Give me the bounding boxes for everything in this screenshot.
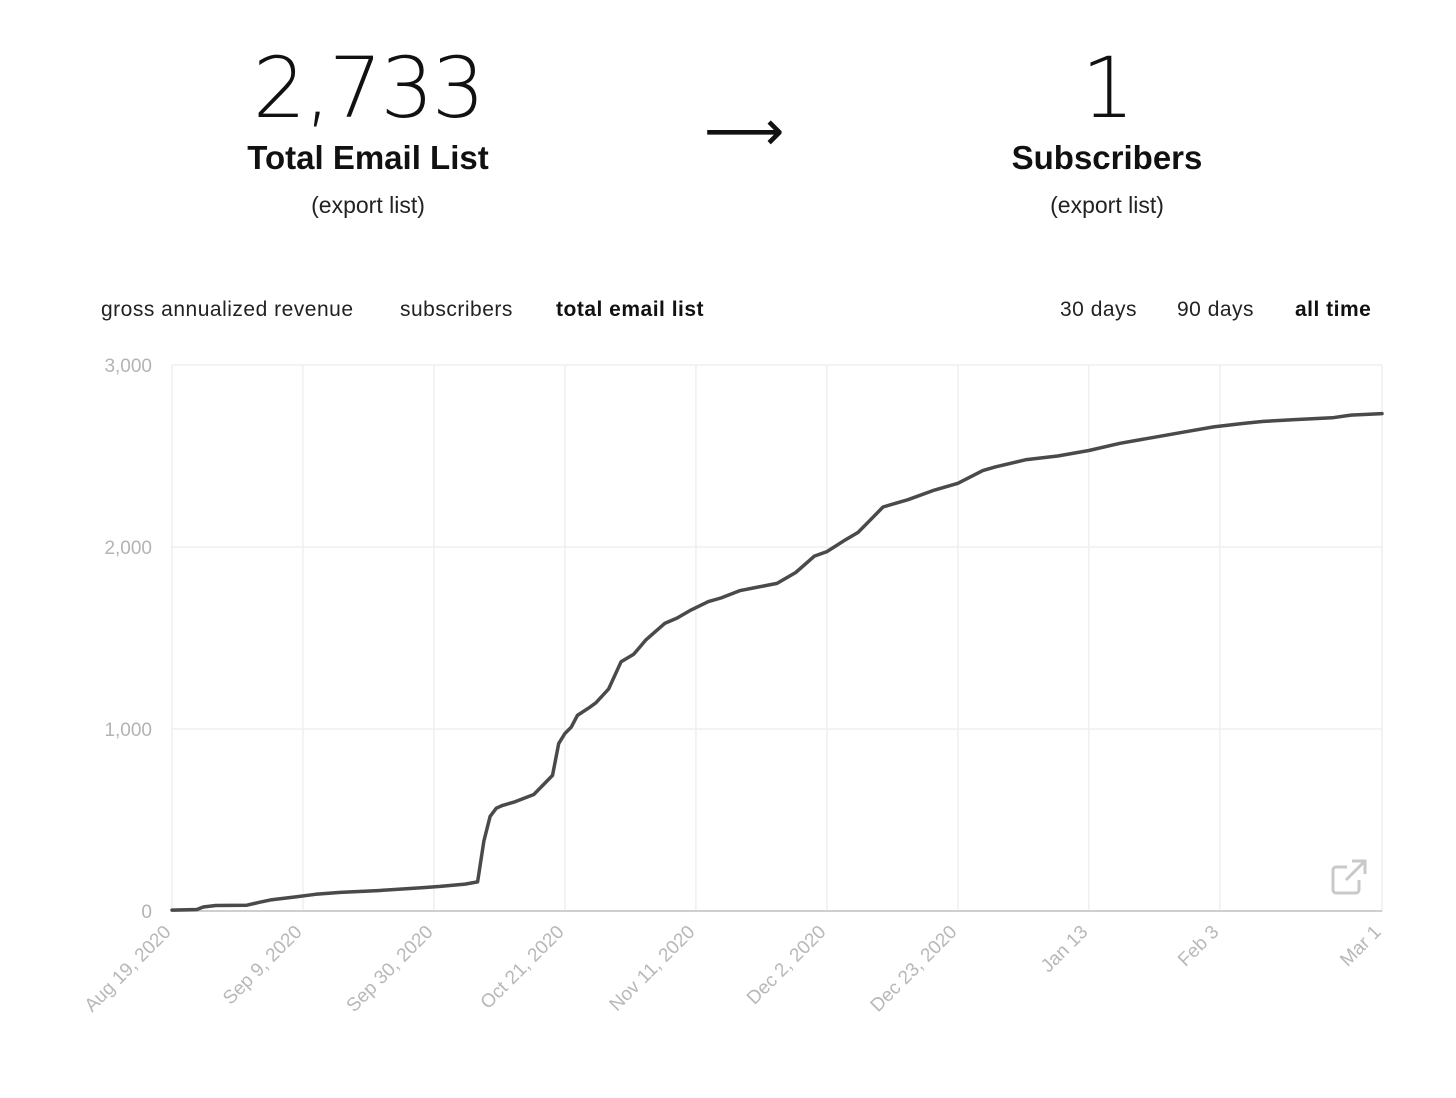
chart-grid [171,364,1383,912]
total-email-list-value: 2,733 [252,39,485,137]
x-tick-label: Dec 23, 2020 [867,922,962,1017]
x-tick-label: Sep 30, 2020 [343,922,438,1017]
x-tick-label: Mar 1 [1336,922,1385,971]
subscribers-value: 1 [1081,39,1134,137]
x-tick-label: Aug 19, 2020 [81,922,176,1017]
export-total-email-list-link[interactable]: (export list) [311,192,425,218]
external-link-icon[interactable] [1331,859,1367,895]
y-tick-label: 2,000 [104,538,152,559]
total-email-list-chart: 0 1,000 2,000 3,000 Aug 19, 2020 Sep 9, 2020… [81,356,1386,1017]
y-tick-label: 0 [141,902,152,923]
y-tick-label: 3,000 [104,356,152,377]
total-email-list-label: Total Email List [247,139,489,176]
total-email-list-stat: 2,733 Total Email List (export list) [118,40,618,220]
x-tick-label: Jan 13 [1037,922,1092,977]
right-arrow-icon: ⟶ [704,99,785,164]
x-tick-label: Feb 3 [1174,922,1223,971]
x-tick-label: Dec 2, 2020 [743,922,830,1009]
series-line [170,411,1384,912]
tab-gross-annualized-revenue[interactable]: gross annualized revenue [101,298,354,321]
y-tick-label: 1,000 [104,720,152,741]
x-axis: Aug 19, 2020 Sep 9, 2020 Sep 30, 2020 Oct 2… [81,922,1386,1017]
subscribers-label: Subscribers [1011,139,1203,176]
export-subscribers-link[interactable]: (export list) [1050,192,1164,218]
x-tick-label: Nov 11, 2020 [606,922,700,1016]
tab-total-email-list[interactable]: total email list [556,298,705,321]
range-all-time[interactable]: all time [1295,298,1372,321]
tab-subscribers[interactable]: subscribers [400,298,513,321]
subscribers-stat: 1 Subscribers (export list) [857,40,1357,220]
range-30-days[interactable]: 30 days [1060,298,1138,321]
x-tick-label: Sep 9, 2020 [219,922,306,1009]
range-90-days[interactable]: 90 days [1177,298,1255,321]
x-tick-label: Oct 21, 2020 [477,922,569,1014]
y-axis: 0 1,000 2,000 3,000 [104,356,152,923]
